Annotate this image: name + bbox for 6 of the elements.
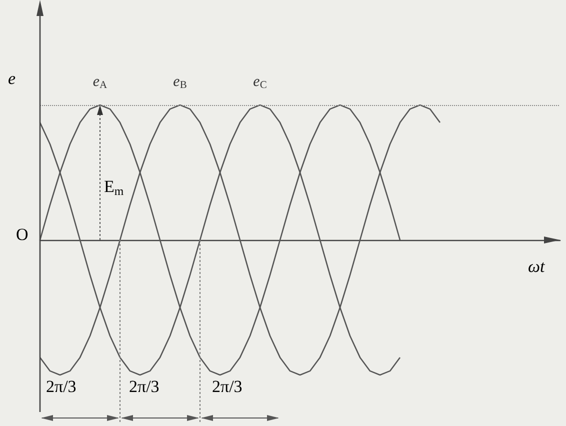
x-axis-title: ωt: [528, 257, 546, 276]
text: 2π/3: [46, 377, 76, 396]
text: O: [16, 225, 28, 244]
text: 2π/3: [129, 377, 160, 396]
text: 2π/3: [212, 377, 242, 396]
y-axis-title: e: [8, 69, 16, 88]
